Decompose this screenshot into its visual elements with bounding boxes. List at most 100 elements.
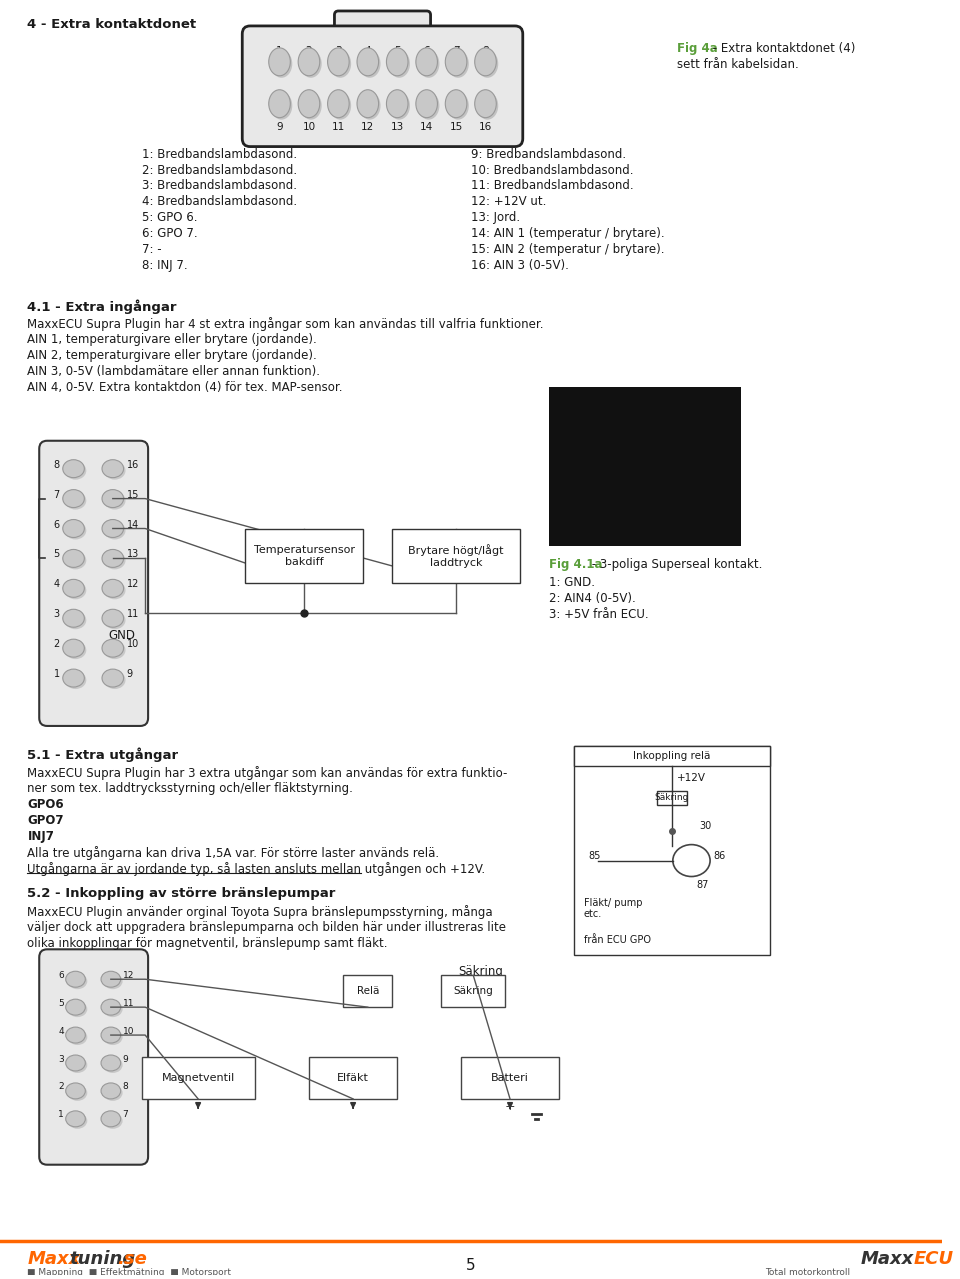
Ellipse shape xyxy=(271,92,292,120)
Ellipse shape xyxy=(101,1111,121,1127)
Text: 4: 4 xyxy=(54,579,60,590)
Text: GPO7: GPO7 xyxy=(28,813,64,826)
Ellipse shape xyxy=(357,90,378,118)
Text: Utgångarna är av jordande typ, så lasten ansluts mellan utgången och +12V.: Utgångarna är av jordande typ, så lasten… xyxy=(28,862,486,876)
Text: 6: GPO 7.: 6: GPO 7. xyxy=(142,228,198,240)
Ellipse shape xyxy=(101,1055,121,1071)
Text: 16: 16 xyxy=(127,459,139,469)
Text: ECU: ECU xyxy=(914,1251,954,1269)
FancyBboxPatch shape xyxy=(39,441,148,726)
Text: väljer dock att uppgradera bränslepumparna och bilden här under illustreras lite: väljer dock att uppgradera bränslepumpar… xyxy=(28,921,507,935)
Ellipse shape xyxy=(64,611,86,629)
Text: 9: 9 xyxy=(276,122,283,132)
Bar xyxy=(461,1056,559,1099)
Text: 5: 5 xyxy=(466,1259,475,1274)
Ellipse shape xyxy=(102,609,124,627)
Text: 12: 12 xyxy=(123,971,134,980)
Text: 1: Bredbandslambdasond.: 1: Bredbandslambdasond. xyxy=(142,147,298,161)
Ellipse shape xyxy=(103,1056,123,1073)
Ellipse shape xyxy=(67,1113,87,1129)
Ellipse shape xyxy=(64,491,86,509)
Ellipse shape xyxy=(329,92,351,120)
Text: 87: 87 xyxy=(696,880,708,890)
Bar xyxy=(245,528,363,583)
Ellipse shape xyxy=(102,459,124,477)
Text: Relä: Relä xyxy=(356,986,379,996)
Text: 13: 13 xyxy=(391,122,404,132)
Text: - Extra kontaktdonet (4): - Extra kontaktdonet (4) xyxy=(709,42,855,55)
Text: 4.1 - Extra ingångar: 4.1 - Extra ingångar xyxy=(28,299,177,313)
Ellipse shape xyxy=(477,50,498,78)
Ellipse shape xyxy=(64,582,86,600)
Ellipse shape xyxy=(102,550,124,568)
Ellipse shape xyxy=(65,1083,85,1099)
Ellipse shape xyxy=(474,47,496,75)
Bar xyxy=(658,790,686,804)
Text: Säkring: Säkring xyxy=(459,966,503,978)
Ellipse shape xyxy=(445,47,467,75)
Text: 14: 14 xyxy=(127,519,139,530)
Text: Batteri: Batteri xyxy=(492,1073,529,1083)
Ellipse shape xyxy=(62,459,84,477)
Ellipse shape xyxy=(104,462,126,480)
Text: .se: .se xyxy=(117,1251,147,1269)
Ellipse shape xyxy=(418,50,440,78)
Text: 16: 16 xyxy=(479,122,492,132)
Text: 1: 1 xyxy=(58,1110,63,1119)
Ellipse shape xyxy=(64,462,86,480)
Ellipse shape xyxy=(327,90,349,118)
Text: 3: 3 xyxy=(54,609,60,619)
Text: 1: 1 xyxy=(54,669,60,679)
Text: 1: GND.: 1: GND. xyxy=(549,577,595,590)
Text: GND: GND xyxy=(108,629,135,642)
Ellipse shape xyxy=(357,47,378,75)
Text: MaxxECU Plugin använder orginal Toyota Supra bränslepumpsstyrning, många: MaxxECU Plugin använder orginal Toyota S… xyxy=(28,906,493,920)
Ellipse shape xyxy=(269,90,290,118)
Text: 4: 4 xyxy=(365,46,372,56)
Ellipse shape xyxy=(101,999,121,1016)
Text: 5.2 - Inkoppling av större bränslepumpar: 5.2 - Inkoppling av större bränslepumpar xyxy=(28,888,336,900)
Text: AIN 4, 0-5V. Extra kontaktdon (4) för tex. MAP-sensor.: AIN 4, 0-5V. Extra kontaktdon (4) för te… xyxy=(28,381,343,394)
Ellipse shape xyxy=(300,92,322,120)
Ellipse shape xyxy=(359,50,380,78)
Ellipse shape xyxy=(62,640,84,657)
Text: 8: 8 xyxy=(54,459,60,469)
Text: +12V: +12V xyxy=(677,773,706,783)
Text: 2: AIN4 (0-5V).: 2: AIN4 (0-5V). xyxy=(549,592,636,605)
Text: 1: 1 xyxy=(276,46,283,56)
Text: 5: GPO 6.: 5: GPO 6. xyxy=(142,211,198,224)
Text: ■ Mappning  ■ Effektmätning  ■ Motorsport: ■ Mappning ■ Effektmätning ■ Motorsport xyxy=(28,1269,231,1278)
Ellipse shape xyxy=(104,551,126,569)
Ellipse shape xyxy=(104,611,126,629)
Text: MaxxECU Supra Plugin har 3 extra utgångar som kan användas för extra funktio-: MaxxECU Supra Plugin har 3 extra utgånga… xyxy=(28,766,508,780)
Text: 3: 3 xyxy=(58,1054,63,1064)
Ellipse shape xyxy=(62,490,84,508)
Ellipse shape xyxy=(299,47,320,75)
Ellipse shape xyxy=(104,671,126,689)
Text: INJ7: INJ7 xyxy=(28,830,55,843)
Ellipse shape xyxy=(269,47,290,75)
Text: Fig 4.1a: Fig 4.1a xyxy=(549,559,603,572)
Text: 12: 12 xyxy=(127,579,139,590)
Ellipse shape xyxy=(300,50,322,78)
Ellipse shape xyxy=(67,973,87,989)
Bar xyxy=(142,1056,255,1099)
Text: Säkring: Säkring xyxy=(655,793,689,802)
Ellipse shape xyxy=(102,490,124,508)
Text: 5: 5 xyxy=(394,46,400,56)
Text: 15: 15 xyxy=(127,490,139,500)
FancyBboxPatch shape xyxy=(334,12,431,41)
Ellipse shape xyxy=(387,47,408,75)
Text: MaxxECU Supra Plugin har 4 st extra ingångar som kan användas till valfria funkt: MaxxECU Supra Plugin har 4 st extra ingå… xyxy=(28,317,544,331)
Ellipse shape xyxy=(67,1085,87,1101)
Ellipse shape xyxy=(329,50,351,78)
Ellipse shape xyxy=(359,92,380,120)
Ellipse shape xyxy=(101,1027,121,1044)
Text: 10: 10 xyxy=(127,640,139,650)
Ellipse shape xyxy=(327,47,349,75)
Text: 11: Bredbandslambdasond.: 11: Bredbandslambdasond. xyxy=(470,179,634,193)
Text: Temperatursensor
bakdiff: Temperatursensor bakdiff xyxy=(253,545,354,567)
Text: olika inkopplingar för magnetventil, bränslepump samt fläkt.: olika inkopplingar för magnetventil, brä… xyxy=(28,938,388,950)
Text: 2: 2 xyxy=(54,640,60,650)
Text: 9: 9 xyxy=(123,1054,129,1064)
